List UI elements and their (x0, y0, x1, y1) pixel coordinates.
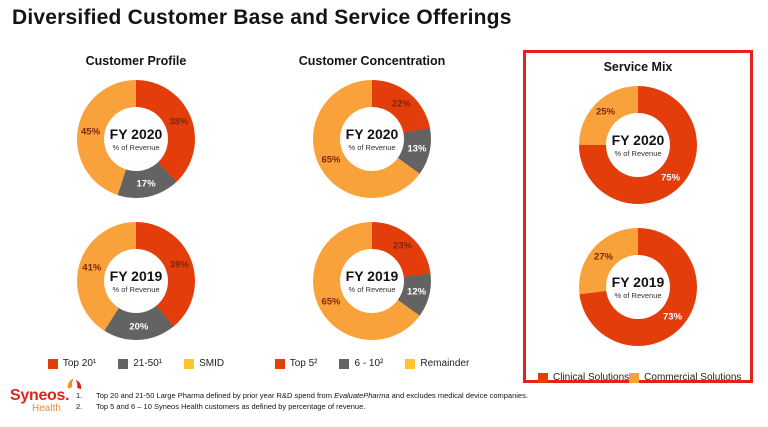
footnote-1: 1. Top 20 and 21-50 Large Pharma defined… (76, 391, 528, 402)
segment-label: 75% (661, 172, 681, 184)
donut-customer-profile-fy2020: FY 2020 % of Revenue 38% 17% 45% (77, 80, 195, 198)
segment-label: 23% (392, 240, 412, 252)
donut-center-subtitle: % of Revenue (112, 284, 160, 294)
segment-label: 20% (129, 321, 149, 333)
segment-label: 39% (169, 259, 189, 271)
footnote-number: 1. (76, 391, 83, 400)
footnote-2: 2. Top 5 and 6 – 10 Syneos Health custom… (76, 402, 528, 413)
customer-concentration-header: Customer Concentration (298, 54, 446, 68)
donut-center-subtitle: % of Revenue (614, 148, 662, 158)
donut-center-subtitle: % of Revenue (348, 142, 396, 152)
donut-center-title: FY 2020 (345, 125, 399, 142)
segment-label: 65% (321, 154, 341, 166)
donut-center-title: FY 2019 (345, 267, 399, 284)
segment-label: 17% (136, 178, 156, 190)
legend-swatch (47, 358, 58, 369)
legend-item: Top 5² (274, 358, 318, 369)
legend-swatch (538, 372, 548, 383)
customer-profile-legend: Top 20¹ 21-50¹ SMID (47, 358, 224, 369)
legend-swatch (184, 358, 195, 369)
segment-label: 27% (593, 251, 613, 263)
donut-center: FY 2019 % of Revenue (104, 249, 168, 313)
donut-center: FY 2020 % of Revenue (606, 113, 670, 177)
footnote-text: Top 5 and 6 – 10 Syneos Health customers… (96, 401, 366, 411)
donut-customer-profile-fy2019: FY 2019 % of Revenue 39% 20% 41% (77, 222, 195, 340)
legend-item: Clinical Solutions (538, 372, 629, 383)
legend-item: SMID (184, 358, 224, 369)
segment-label: 12% (407, 286, 427, 298)
footnote-text: Top 20 and 21-50 Large Pharma defined by… (96, 391, 528, 400)
donut-customer-concentration-fy2020: FY 2020 % of Revenue 22% 13% 65% (313, 80, 431, 198)
donut-center-title: FY 2019 (611, 273, 665, 290)
legend-label: Remainder (420, 358, 470, 369)
legend-swatch (118, 358, 129, 369)
footnotes: 1. Top 20 and 21-50 Large Pharma defined… (76, 391, 528, 412)
donut-customer-concentration-fy2019: FY 2019 % of Revenue 23% 12% 65% (313, 222, 431, 340)
legend-label: Top 20¹ (62, 358, 97, 369)
donut-center: FY 2019 % of Revenue (340, 249, 404, 313)
segment-label: 41% (82, 262, 102, 274)
segment-label: 65% (321, 296, 341, 308)
legend-label: Commercial Solutions (644, 372, 742, 383)
donut-center-subtitle: % of Revenue (614, 290, 662, 300)
syneos-health-logo: Syneos. Health (10, 378, 82, 414)
service-mix-legend: Clinical Solutions Commercial Solutions (526, 372, 750, 383)
donut-center-subtitle: % of Revenue (348, 284, 396, 294)
segment-label: 13% (407, 143, 427, 155)
customer-profile-header: Customer Profile (85, 54, 187, 68)
segment-label: 38% (169, 116, 189, 128)
segment-label: 73% (663, 311, 683, 323)
donut-service-mix-fy2020: FY 2020 % of Revenue 75% 25% (579, 86, 697, 204)
syneos-logo-mark-icon (65, 378, 83, 398)
legend-item: Commercial Solutions (629, 372, 741, 383)
service-mix-highlight-box: Service Mix FY 2020 % of Revenue 75% 25% … (523, 50, 753, 383)
donut-center-subtitle: % of Revenue (112, 142, 160, 152)
donut-center-title: FY 2019 (109, 267, 163, 284)
legend-label: 6 - 10² (354, 358, 384, 369)
legend-swatch (339, 358, 350, 369)
legend-item: 6 - 10² (339, 358, 383, 369)
legend-label: 21-50¹ (133, 358, 163, 369)
customer-profile-column: Customer Profile FY 2020 % of Revenue 38… (30, 54, 242, 369)
donut-service-mix-fy2019: FY 2019 % of Revenue 73% 27% (579, 228, 697, 346)
legend-item: 21-50¹ (118, 358, 162, 369)
donut-center-title: FY 2020 (611, 131, 665, 148)
legend-item: Top 20¹ (47, 358, 97, 369)
service-mix-header: Service Mix (603, 60, 673, 74)
legend-label: Clinical Solutions (553, 372, 630, 383)
legend-swatch (629, 372, 640, 383)
donut-center: FY 2020 % of Revenue (104, 107, 168, 171)
legend-item: Remainder (405, 358, 469, 369)
legend-label: Top 5² (289, 358, 318, 369)
legend-swatch (405, 358, 416, 369)
donut-center: FY 2020 % of Revenue (340, 107, 404, 171)
logo-sub-text: Health (32, 403, 61, 414)
legend-swatch (274, 358, 285, 369)
segment-label: 45% (81, 126, 101, 138)
segment-label: 25% (595, 106, 615, 118)
logo-brand-text: Syneos. (10, 387, 70, 404)
legend-label: SMID (199, 358, 225, 369)
slide-title: Diversified Customer Base and Service Of… (12, 6, 512, 29)
customer-concentration-column: Customer Concentration FY 2020 % of Reve… (260, 54, 484, 369)
donut-center-title: FY 2020 (109, 125, 163, 142)
segment-label: 22% (391, 98, 411, 110)
donut-center: FY 2019 % of Revenue (606, 255, 670, 319)
footnote-number: 2. (76, 401, 83, 411)
customer-concentration-legend: Top 5² 6 - 10² Remainder (274, 358, 469, 369)
